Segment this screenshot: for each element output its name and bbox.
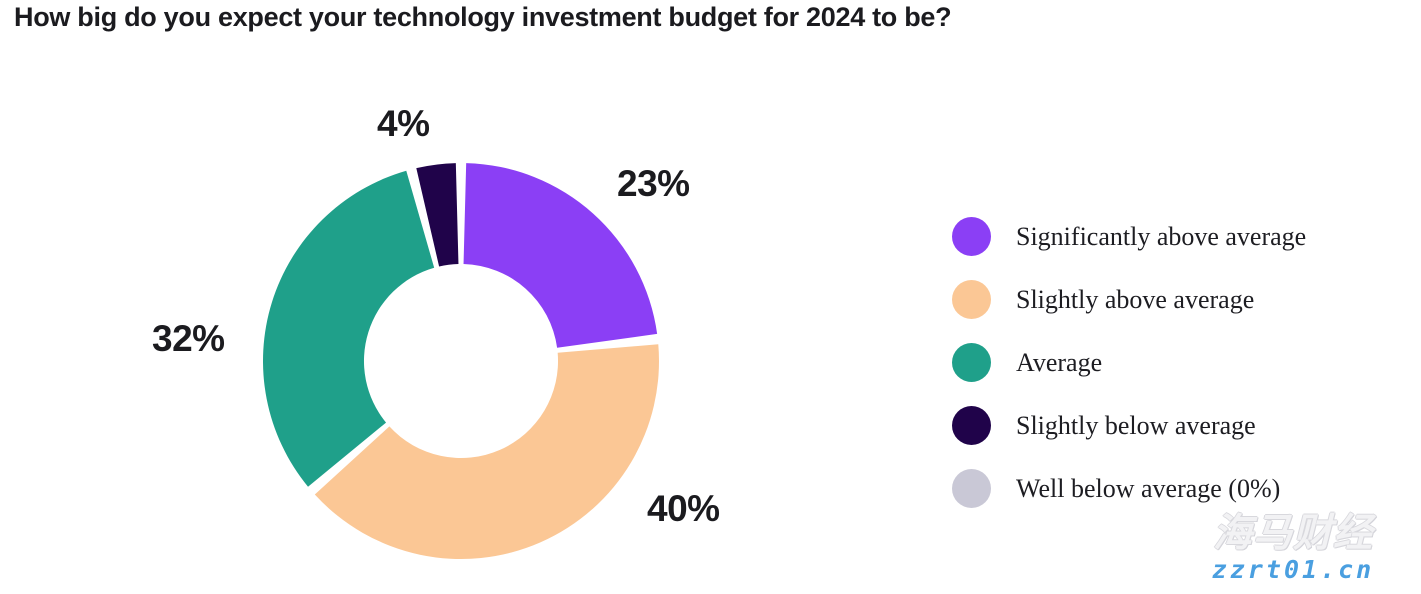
slice-value-label-1: 40% — [647, 488, 720, 529]
slice-value-label-3: 4% — [377, 103, 430, 144]
donut-slice-0[interactable] — [463, 163, 658, 348]
slice-value-label-0: 23% — [617, 163, 690, 204]
legend-label-2: Average — [1016, 347, 1103, 377]
legend-label-1: Slightly above average — [1016, 284, 1255, 314]
legend-swatch-icon-0 — [952, 217, 991, 256]
chart-legend: Significantly above average Slightly abo… — [952, 205, 1402, 520]
legend-swatch-icon-3 — [952, 406, 991, 445]
donut-chart: 23% 40% 32% 4% — [0, 60, 940, 594]
legend-item-well-below-average[interactable]: Well below average (0%) — [952, 457, 1402, 520]
donut-chart-svg — [262, 163, 659, 559]
legend-item-significantly-above-average[interactable]: Significantly above average — [952, 205, 1402, 268]
legend-label-3: Slightly below average — [1016, 410, 1256, 440]
legend-swatch-icon-1 — [952, 280, 991, 319]
legend-item-slightly-below-average[interactable]: Slightly below average — [952, 394, 1402, 457]
donut-slice-3[interactable] — [416, 163, 459, 267]
donut-slice-2[interactable] — [262, 170, 435, 487]
legend-label-0: Significantly above average — [1016, 221, 1307, 251]
legend-swatch-icon-2 — [952, 343, 991, 382]
legend-swatch-icon-4 — [952, 469, 991, 508]
legend-label-4: Well below average (0%) — [1016, 473, 1281, 503]
page-title: How big do you expect your technology in… — [14, 2, 952, 32]
legend-item-slightly-above-average[interactable]: Slightly above average — [952, 268, 1402, 331]
legend-item-average[interactable]: Average — [952, 331, 1402, 394]
watermark: 海马财经 zzrt01.cn — [1168, 512, 1418, 592]
donut-slice-1[interactable] — [314, 344, 659, 559]
slice-value-label-2: 32% — [152, 318, 225, 359]
watermark-url: zzrt01.cn — [1211, 555, 1375, 584]
donut-slices — [262, 163, 659, 559]
